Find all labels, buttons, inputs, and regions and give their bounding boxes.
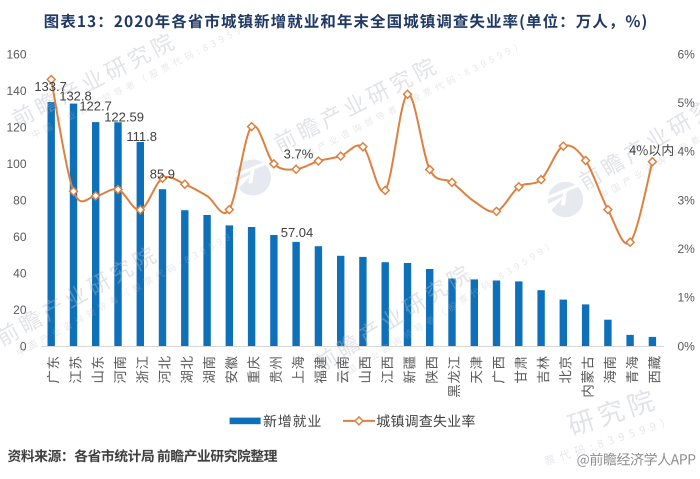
- svg-text:122.7: 122.7: [79, 99, 112, 114]
- svg-text:6%: 6%: [678, 47, 696, 61]
- svg-text:3.7%: 3.7%: [284, 147, 314, 162]
- svg-text:111.8: 111.8: [126, 129, 157, 144]
- svg-text:60: 60: [13, 230, 27, 244]
- svg-text:3%: 3%: [678, 193, 696, 207]
- svg-text:160: 160: [6, 47, 26, 61]
- svg-text:1%: 1%: [678, 291, 696, 305]
- svg-text:40: 40: [13, 266, 27, 280]
- svg-text:100: 100: [6, 157, 26, 171]
- svg-text:4%: 4%: [678, 145, 696, 159]
- svg-text:133.7: 133.7: [34, 79, 67, 94]
- svg-text:57.04: 57.04: [281, 225, 314, 240]
- svg-text:120: 120: [6, 120, 26, 134]
- svg-text:0: 0: [20, 339, 27, 353]
- svg-text:132.8: 132.8: [59, 89, 92, 104]
- svg-text:5%: 5%: [678, 96, 696, 110]
- svg-text:140: 140: [6, 84, 26, 98]
- svg-text:20: 20: [13, 303, 27, 317]
- svg-text:80: 80: [13, 193, 27, 207]
- svg-text:0%: 0%: [678, 339, 696, 353]
- svg-text:85.9: 85.9: [150, 167, 175, 182]
- svg-text:122.59: 122.59: [104, 110, 144, 125]
- svg-text:2%: 2%: [678, 242, 696, 256]
